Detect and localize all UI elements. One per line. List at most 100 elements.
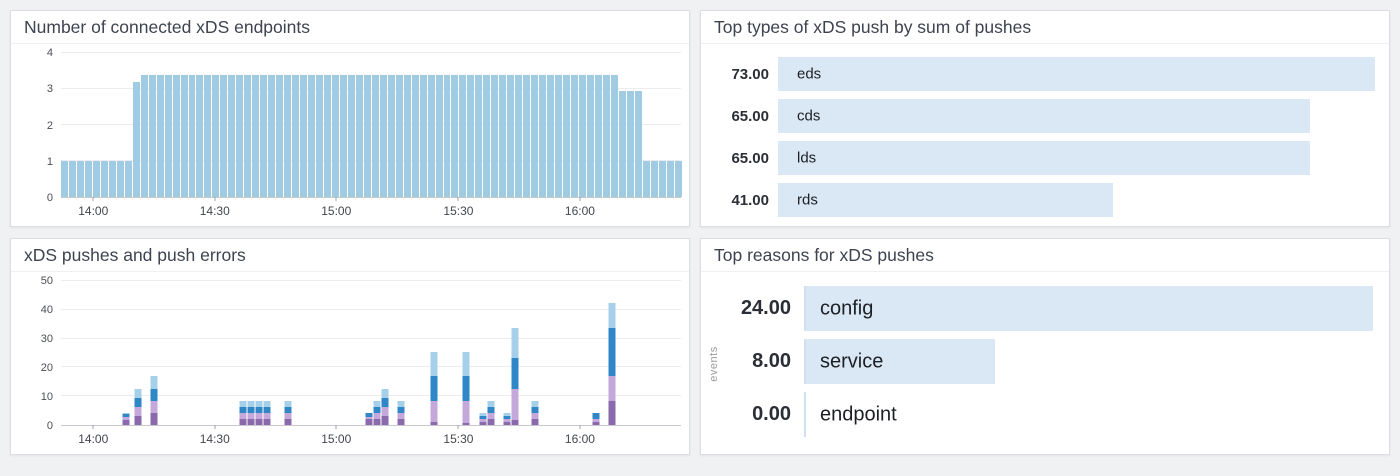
plot-area[interactable]: 14:00 14:30 15:00 15:30 16:00 [61,52,682,218]
bar[interactable] [515,74,523,197]
bar[interactable] [371,74,379,197]
bar[interactable] [76,161,84,197]
bar[interactable] [547,74,555,197]
bar[interactable] [610,74,618,197]
bar[interactable] [92,161,100,197]
bar[interactable] [578,74,586,197]
bar[interactable] [427,74,435,197]
bar[interactable] [164,74,172,197]
panel-title[interactable]: Top types of xDS push by sum of pushes [714,17,1032,37]
bar[interactable] [419,74,427,197]
bar[interactable] [124,161,132,197]
stacked-bar[interactable] [373,400,381,425]
stacked-bar[interactable] [430,352,438,425]
bar[interactable] [339,74,347,197]
bar[interactable] [491,74,499,197]
stacked-bar[interactable] [122,412,130,425]
bar[interactable] [220,74,228,197]
stacked-bar[interactable] [397,400,405,425]
bar[interactable] [618,90,626,197]
bar[interactable] [331,74,339,197]
bar[interactable] [108,161,116,197]
panel-title[interactable]: Number of connected xDS endpoints [24,17,310,37]
bar[interactable] [140,74,148,197]
stacked-bar[interactable] [134,388,142,425]
bar[interactable] [507,74,515,197]
bar[interactable] [276,74,284,197]
bar[interactable] [467,74,475,197]
stacked-bar[interactable] [365,412,373,425]
bar[interactable] [61,161,68,197]
stacked-bar[interactable] [462,352,470,425]
bar[interactable] [403,74,411,197]
bar[interactable] [387,74,395,197]
stacked-bar[interactable] [487,400,495,425]
bar[interactable] [355,74,363,197]
stacked-bar[interactable] [247,400,255,425]
bar[interactable] [443,74,451,197]
bar[interactable] [435,74,443,197]
bar[interactable] [236,74,244,197]
bar[interactable] [483,74,491,197]
bar[interactable] [563,74,570,197]
bar[interactable] [84,161,92,197]
bar[interactable] [626,90,634,197]
bar[interactable] [347,74,355,197]
stacked-bar[interactable] [255,400,263,425]
bar[interactable] [316,74,323,197]
bar[interactable] [650,161,658,197]
bar[interactable] [300,74,308,197]
bar[interactable] [539,74,547,197]
stacked-bar[interactable] [503,412,511,425]
bar[interactable] [555,74,563,197]
plot-area[interactable]: 14:00 14:30 15:00 15:30 16:00 [61,280,681,446]
stacked-bar[interactable] [592,412,600,425]
stacked-bar[interactable] [284,400,292,425]
bar[interactable] [180,74,188,197]
stacked-bar[interactable] [608,303,616,425]
bar[interactable] [100,161,108,197]
bar[interactable] [379,74,387,197]
stacked-bar[interactable] [511,327,519,425]
bar[interactable] [602,74,610,197]
bar[interactable] [571,74,578,197]
bar[interactable] [395,74,403,197]
bar[interactable] [292,74,300,197]
bar[interactable] [204,74,212,197]
bar[interactable] [475,74,483,197]
bar[interactable] [156,74,164,197]
bar[interactable] [228,74,236,197]
panel-title[interactable]: Top reasons for xDS pushes [714,245,934,265]
stacked-bar[interactable] [239,400,247,425]
bar[interactable] [132,81,140,197]
bar[interactable] [308,74,315,197]
bar[interactable] [196,74,204,197]
bar[interactable] [531,74,539,197]
bar[interactable] [188,74,196,197]
bar[interactable] [499,74,507,197]
bar[interactable] [260,74,268,197]
bar[interactable] [658,161,666,197]
bar[interactable] [284,74,292,197]
bar[interactable] [363,74,371,197]
bar[interactable] [666,161,674,197]
bar[interactable] [411,74,419,197]
stacked-bar[interactable] [381,388,389,425]
bar[interactable] [252,74,260,197]
bar[interactable] [172,74,180,197]
bar[interactable] [68,161,76,197]
stacked-bar[interactable] [531,400,539,425]
bar[interactable] [148,74,156,197]
bar[interactable] [634,90,642,197]
bar[interactable] [451,74,459,197]
bar[interactable] [244,74,252,197]
bar[interactable] [459,74,467,197]
bar[interactable] [116,161,124,197]
stacked-bar[interactable] [479,412,487,425]
bar[interactable] [323,74,331,197]
bar[interactable] [212,74,220,197]
stacked-bar[interactable] [150,376,158,425]
bar[interactable] [586,74,594,197]
bar[interactable] [674,161,682,197]
bar[interactable] [523,74,531,197]
